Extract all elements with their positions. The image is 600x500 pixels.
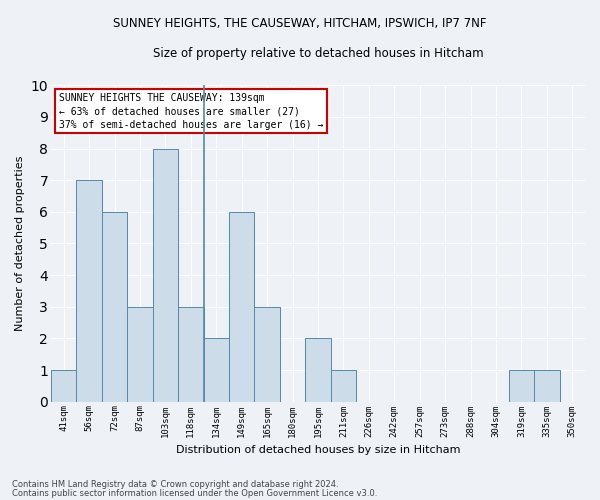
Bar xyxy=(152,148,178,402)
Text: Contains public sector information licensed under the Open Government Licence v3: Contains public sector information licen… xyxy=(12,489,377,498)
Bar xyxy=(76,180,102,402)
Text: Contains HM Land Registry data © Crown copyright and database right 2024.: Contains HM Land Registry data © Crown c… xyxy=(12,480,338,489)
Bar xyxy=(51,370,76,402)
Bar xyxy=(509,370,534,402)
Bar xyxy=(102,212,127,402)
Bar xyxy=(305,338,331,402)
Bar xyxy=(127,306,152,402)
Bar xyxy=(534,370,560,402)
Text: SUNNEY HEIGHTS THE CAUSEWAY: 139sqm
← 63% of detached houses are smaller (27)
37: SUNNEY HEIGHTS THE CAUSEWAY: 139sqm ← 63… xyxy=(59,93,323,130)
Bar xyxy=(178,306,203,402)
Bar xyxy=(203,338,229,402)
Text: SUNNEY HEIGHTS, THE CAUSEWAY, HITCHAM, IPSWICH, IP7 7NF: SUNNEY HEIGHTS, THE CAUSEWAY, HITCHAM, I… xyxy=(113,18,487,30)
Bar xyxy=(331,370,356,402)
X-axis label: Distribution of detached houses by size in Hitcham: Distribution of detached houses by size … xyxy=(176,445,460,455)
Bar xyxy=(254,306,280,402)
Title: Size of property relative to detached houses in Hitcham: Size of property relative to detached ho… xyxy=(152,48,483,60)
Y-axis label: Number of detached properties: Number of detached properties xyxy=(15,156,25,331)
Bar xyxy=(229,212,254,402)
